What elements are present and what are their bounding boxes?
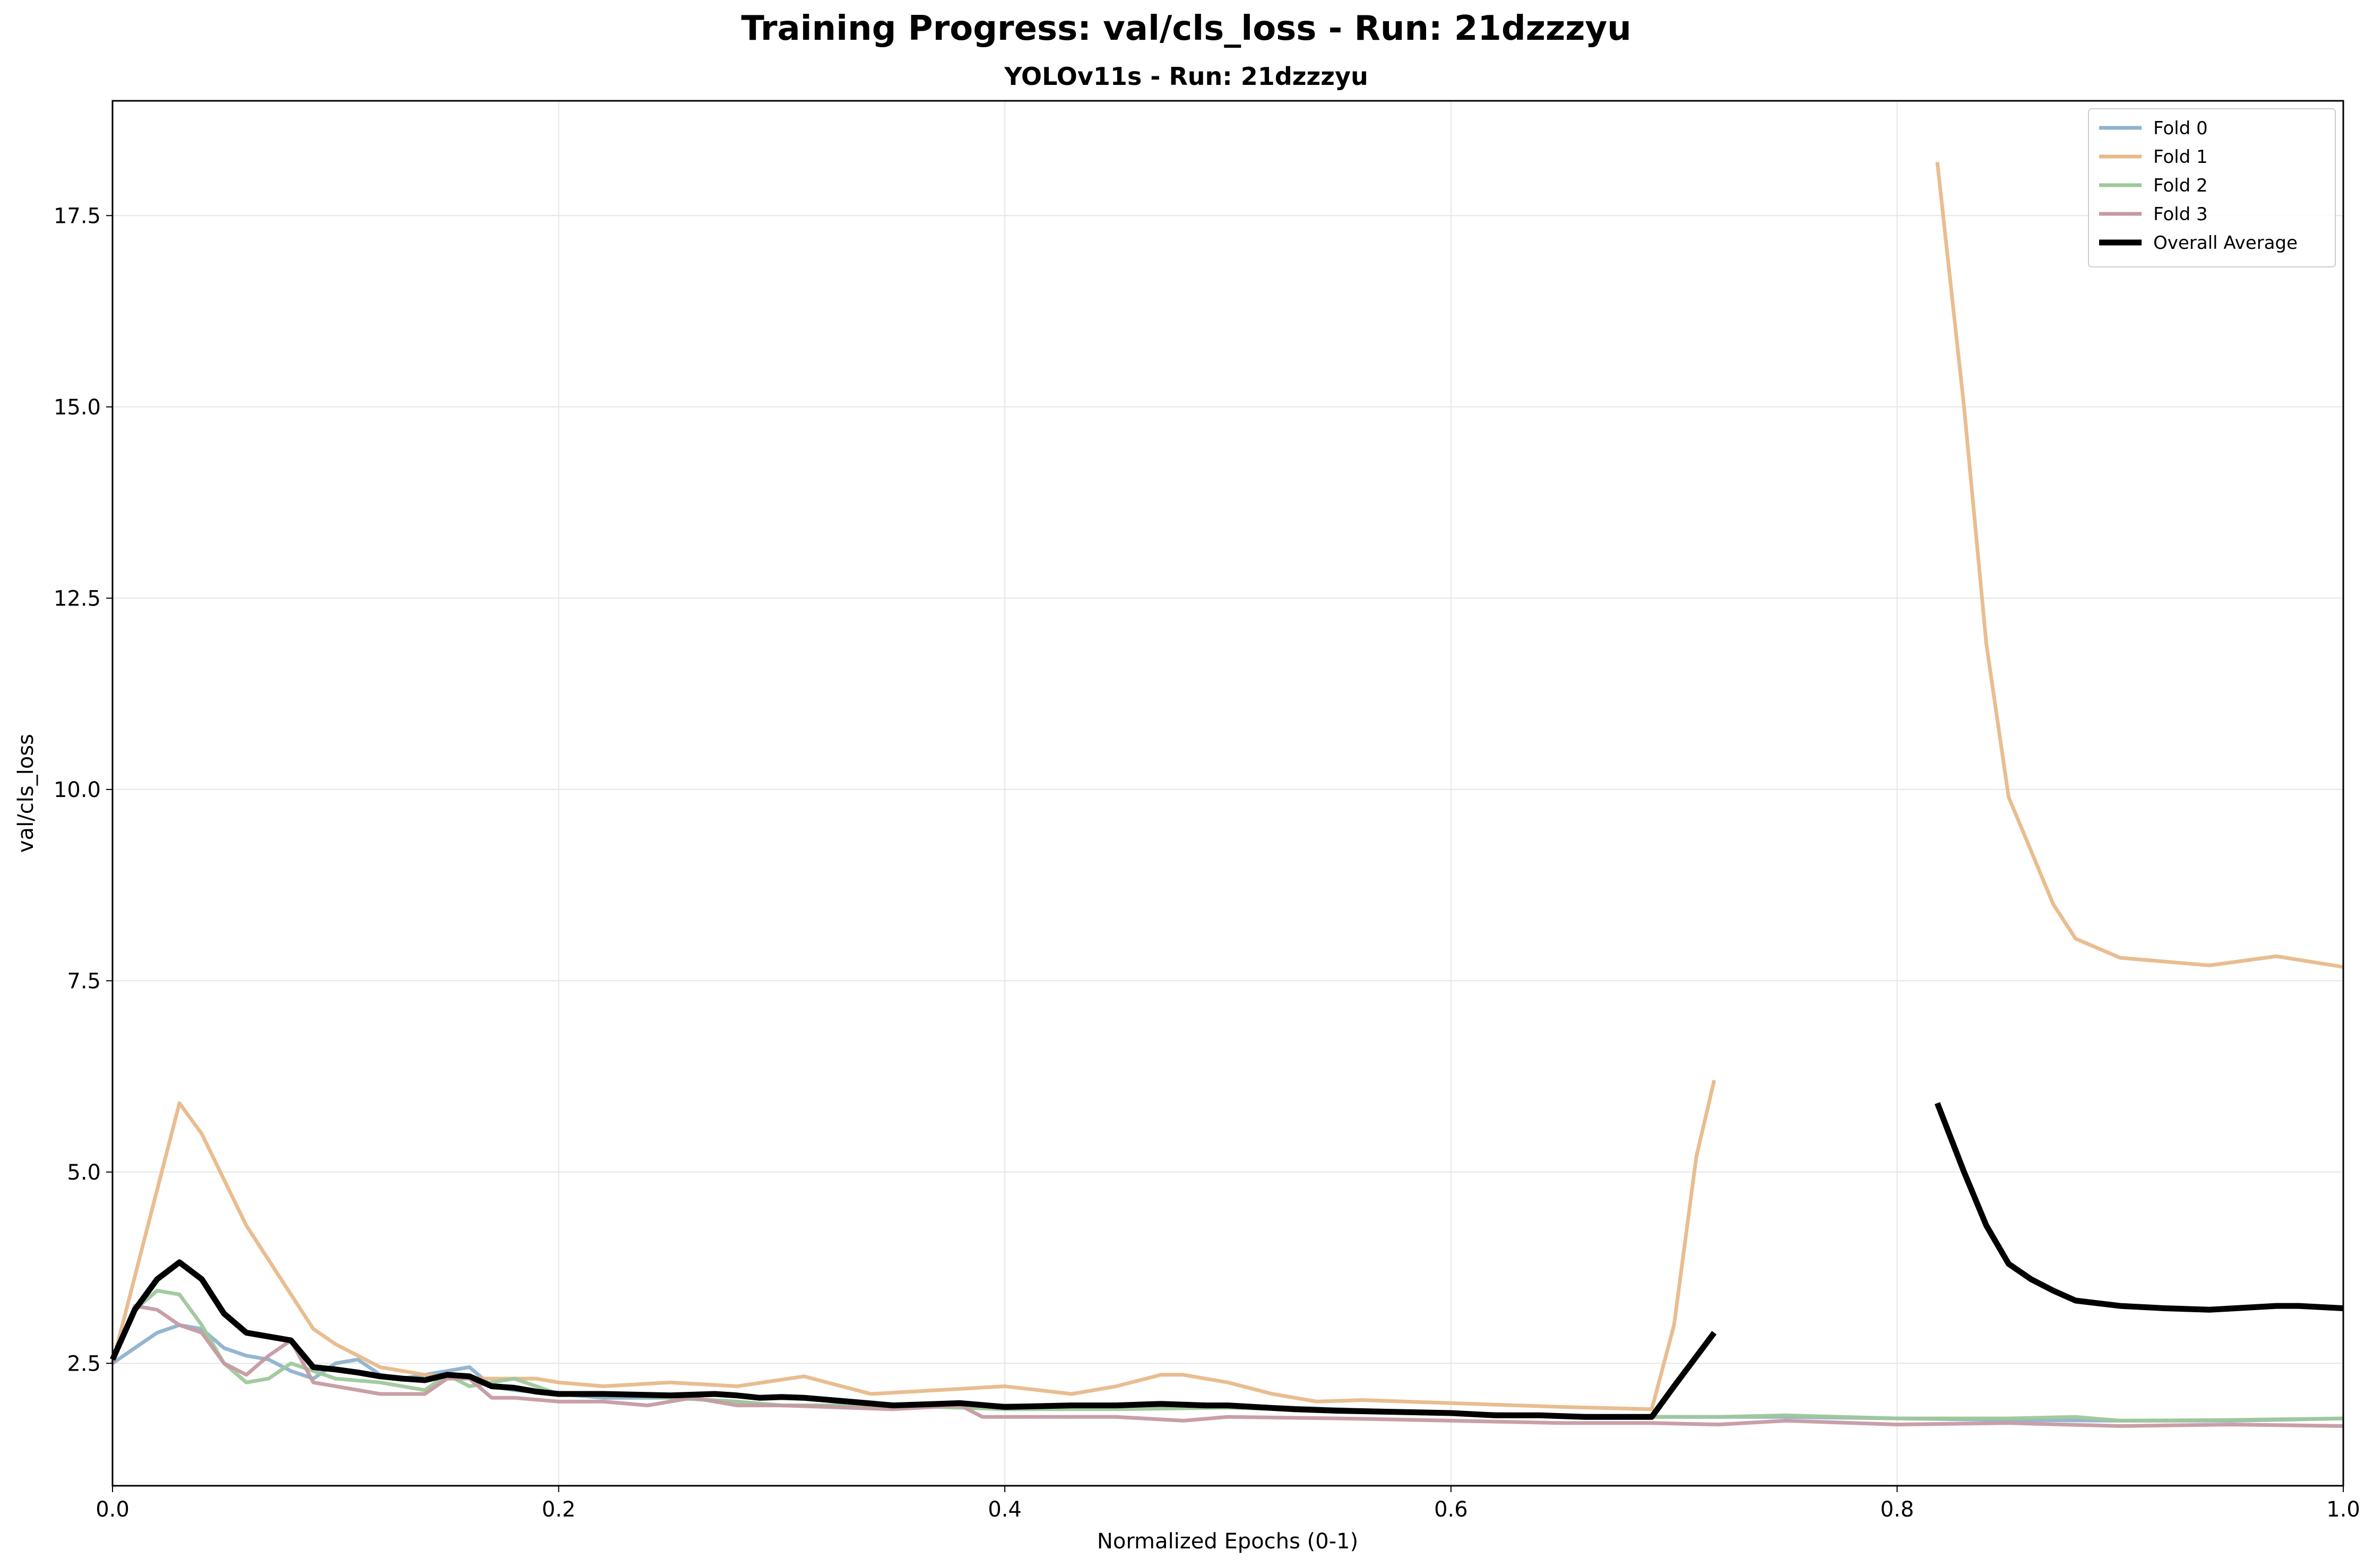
y-axis-ticks: 2.5 5.0 7.5 10.0 12.5 15.0 17.5 [54, 204, 113, 1376]
y-axis-label: val/cls_loss [14, 734, 38, 853]
y-tick-label: 15.0 [54, 395, 101, 420]
series-line-fold-1 [110, 1079, 1716, 1411]
x-axis-ticks: 0.0 0.2 0.4 0.6 0.8 1.0 [96, 1486, 2360, 1522]
chart-subtitle: YOLOv11s - Run: 21dzzzyu [1004, 62, 1368, 91]
legend-label: Fold 3 [2153, 204, 2208, 225]
y-tick-label: 10.0 [54, 778, 101, 802]
series-line-overall-average [1934, 1102, 2344, 1313]
x-tick-label: 1.0 [2326, 1497, 2360, 1522]
x-tick-label: 0.0 [96, 1497, 130, 1522]
y-tick-label: 17.5 [54, 204, 101, 228]
legend-label: Fold 2 [2153, 175, 2208, 196]
series-line-fold-3 [110, 1304, 2344, 1428]
legend-label: Fold 1 [2153, 146, 2208, 168]
y-tick-label: 12.5 [54, 586, 101, 611]
legend: Fold 0 Fold 1 Fold 2 Fold 3 Overall Average [2088, 108, 2336, 267]
series-line-overall-average [109, 1259, 1717, 1420]
y-tick-label: 7.5 [67, 969, 101, 993]
x-axis-label: Normalized Epochs (0-1) [1097, 1529, 1358, 1554]
x-tick-label: 0.2 [542, 1497, 576, 1522]
plot-area [109, 162, 2344, 1428]
axes-frame [111, 100, 2344, 1487]
x-tick-label: 0.6 [1434, 1497, 1468, 1522]
y-tick-label: 2.5 [67, 1352, 101, 1376]
legend-label: Fold 0 [2153, 118, 2208, 139]
legend-box [2088, 108, 2336, 267]
y-tick-label: 5.0 [67, 1160, 101, 1185]
series-line-fold-1 [1935, 162, 2344, 969]
chart-title: Training Progress: val/cls_loss - Run: 2… [741, 9, 1631, 48]
legend-label: Overall Average [2153, 232, 2298, 254]
x-tick-label: 0.8 [1880, 1497, 1914, 1522]
x-tick-label: 0.4 [988, 1497, 1022, 1522]
